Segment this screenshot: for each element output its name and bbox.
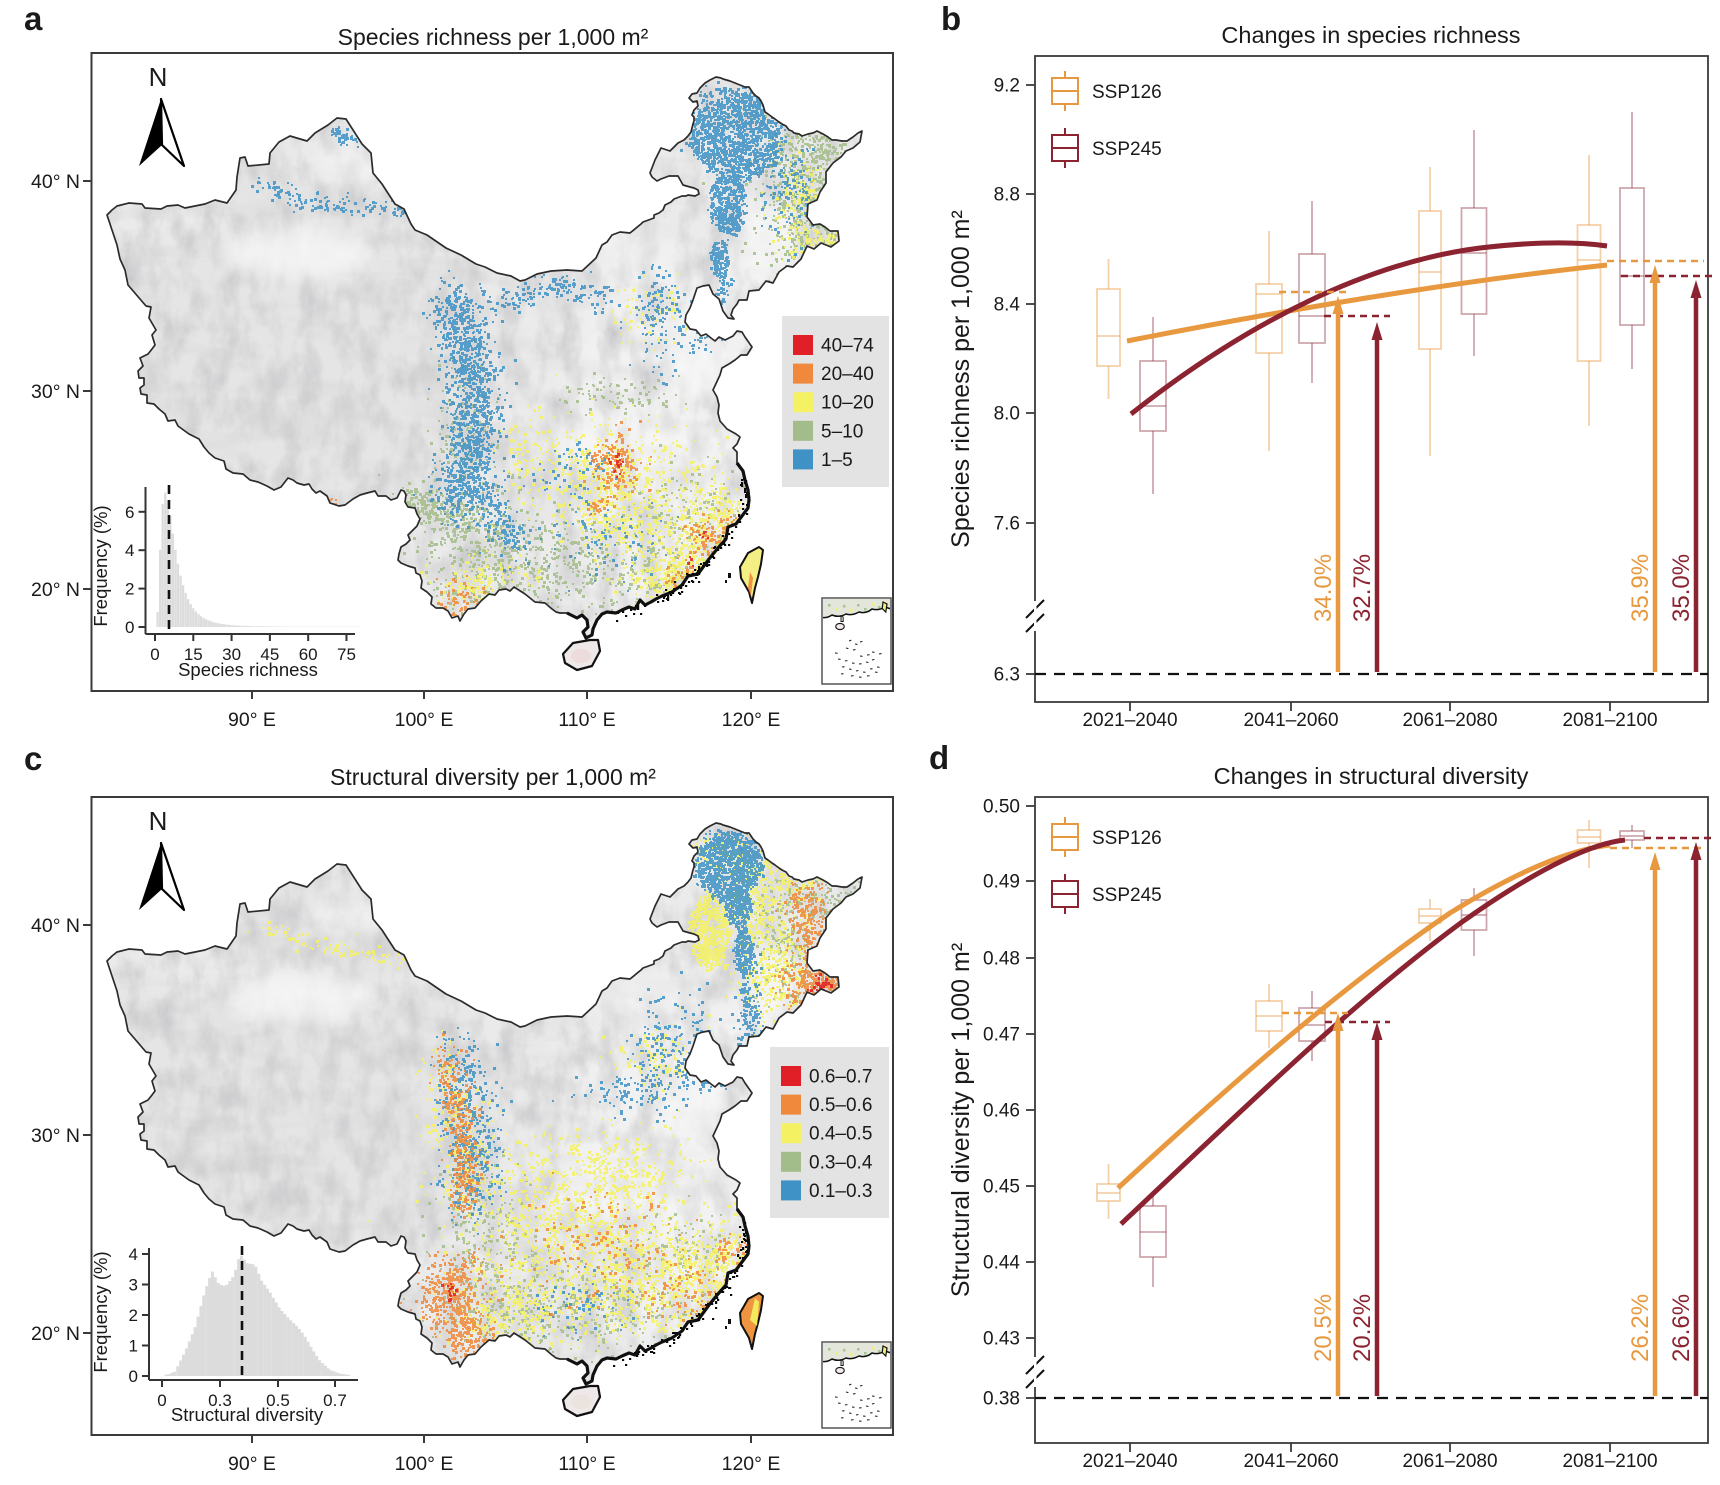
svg-text:20–40: 20–40 bbox=[821, 364, 874, 385]
svg-text:d: d bbox=[929, 739, 949, 776]
svg-text:8.8: 8.8 bbox=[994, 185, 1020, 206]
svg-text:40° N: 40° N bbox=[31, 915, 80, 937]
svg-text:0.3–0.4: 0.3–0.4 bbox=[809, 1152, 873, 1173]
svg-text:0.48: 0.48 bbox=[983, 949, 1020, 970]
svg-text:75: 75 bbox=[337, 645, 356, 664]
svg-text:0.49: 0.49 bbox=[983, 872, 1020, 893]
svg-text:8.4: 8.4 bbox=[994, 295, 1021, 316]
svg-text:32.7%: 32.7% bbox=[1349, 554, 1376, 622]
svg-text:1: 1 bbox=[129, 1337, 138, 1356]
svg-text:0.7: 0.7 bbox=[323, 1391, 347, 1410]
svg-text:100° E: 100° E bbox=[395, 1453, 454, 1475]
svg-text:0.45: 0.45 bbox=[983, 1177, 1020, 1198]
svg-text:120° E: 120° E bbox=[722, 1453, 781, 1475]
svg-text:Structural diversity: Structural diversity bbox=[171, 1404, 324, 1425]
svg-text:0.38: 0.38 bbox=[983, 1389, 1020, 1410]
svg-text:Changes in species richness: Changes in species richness bbox=[1221, 22, 1520, 48]
svg-text:4: 4 bbox=[125, 541, 134, 560]
svg-text:100° E: 100° E bbox=[395, 709, 454, 731]
svg-text:b: b bbox=[941, 0, 961, 37]
svg-text:2061–2080: 2061–2080 bbox=[1402, 710, 1497, 731]
svg-text:7.6: 7.6 bbox=[994, 514, 1020, 535]
svg-text:SSP126: SSP126 bbox=[1092, 828, 1162, 849]
svg-text:120° E: 120° E bbox=[722, 709, 781, 731]
svg-text:110° E: 110° E bbox=[558, 1453, 615, 1475]
svg-text:40–74: 40–74 bbox=[821, 336, 874, 357]
svg-text:3: 3 bbox=[129, 1276, 138, 1295]
svg-text:N: N bbox=[149, 62, 168, 92]
svg-text:Species richness per 1,000 m²: Species richness per 1,000 m² bbox=[947, 210, 975, 548]
svg-text:9.2: 9.2 bbox=[994, 76, 1020, 97]
svg-text:SSP126: SSP126 bbox=[1092, 82, 1162, 103]
svg-text:0.50: 0.50 bbox=[983, 797, 1020, 818]
svg-text:0.1–0.3: 0.1–0.3 bbox=[809, 1181, 872, 1202]
svg-text:N: N bbox=[149, 806, 168, 836]
svg-text:90° E: 90° E bbox=[228, 1453, 276, 1475]
svg-text:26.6%: 26.6% bbox=[1668, 1294, 1695, 1362]
svg-text:6: 6 bbox=[125, 503, 134, 522]
svg-text:Frequency (%): Frequency (%) bbox=[90, 505, 111, 626]
svg-text:0.4–0.5: 0.4–0.5 bbox=[809, 1124, 872, 1145]
svg-text:20° N: 20° N bbox=[31, 1323, 80, 1345]
svg-text:0.47: 0.47 bbox=[983, 1025, 1020, 1046]
svg-text:Changes in structural diversit: Changes in structural diversity bbox=[1214, 763, 1529, 789]
svg-text:0: 0 bbox=[157, 1391, 166, 1410]
svg-text:0.44: 0.44 bbox=[983, 1253, 1020, 1274]
svg-text:2021–2040: 2021–2040 bbox=[1082, 710, 1177, 731]
svg-text:1–5: 1–5 bbox=[821, 450, 853, 471]
svg-text:90° E: 90° E bbox=[228, 709, 276, 731]
svg-text:2021–2040: 2021–2040 bbox=[1082, 1451, 1177, 1472]
svg-text:0: 0 bbox=[150, 645, 159, 664]
svg-text:2: 2 bbox=[125, 580, 134, 599]
svg-text:30: 30 bbox=[222, 645, 241, 664]
svg-text:0.5–0.6: 0.5–0.6 bbox=[809, 1095, 872, 1116]
svg-text:0: 0 bbox=[125, 618, 134, 637]
svg-text:6.3: 6.3 bbox=[994, 665, 1020, 686]
svg-text:60: 60 bbox=[299, 645, 318, 664]
svg-text:40° N: 40° N bbox=[31, 171, 80, 193]
svg-text:0.3: 0.3 bbox=[208, 1391, 232, 1410]
svg-text:20.5%: 20.5% bbox=[1310, 1294, 1337, 1362]
svg-text:2081–2100: 2081–2100 bbox=[1562, 1451, 1657, 1472]
svg-text:c: c bbox=[24, 740, 42, 777]
svg-text:26.2%: 26.2% bbox=[1627, 1294, 1654, 1362]
svg-text:0.46: 0.46 bbox=[983, 1101, 1020, 1122]
svg-text:35.0%: 35.0% bbox=[1668, 554, 1695, 622]
svg-text:Species richness per 1,000 m²: Species richness per 1,000 m² bbox=[338, 24, 649, 50]
svg-text:Frequency (%): Frequency (%) bbox=[90, 1251, 111, 1372]
svg-text:10–20: 10–20 bbox=[821, 393, 874, 414]
svg-text:110° E: 110° E bbox=[558, 709, 615, 731]
svg-text:20° N: 20° N bbox=[31, 579, 80, 601]
svg-text:35.9%: 35.9% bbox=[1627, 554, 1654, 622]
svg-text:5–10: 5–10 bbox=[821, 421, 863, 442]
svg-text:2: 2 bbox=[129, 1306, 138, 1325]
svg-text:2061–2080: 2061–2080 bbox=[1402, 1451, 1497, 1472]
svg-text:SSP245: SSP245 bbox=[1092, 885, 1162, 906]
svg-text:0.6–0.7: 0.6–0.7 bbox=[809, 1067, 872, 1088]
svg-text:2081–2100: 2081–2100 bbox=[1562, 710, 1657, 731]
svg-text:30° N: 30° N bbox=[31, 1125, 80, 1147]
svg-text:Species richness: Species richness bbox=[178, 659, 318, 680]
svg-text:0: 0 bbox=[129, 1367, 138, 1386]
svg-text:20.2%: 20.2% bbox=[1349, 1294, 1376, 1362]
svg-text:a: a bbox=[24, 0, 43, 37]
svg-text:SSP245: SSP245 bbox=[1092, 139, 1162, 160]
svg-text:34.0%: 34.0% bbox=[1310, 554, 1337, 622]
svg-text:45: 45 bbox=[260, 645, 279, 664]
svg-text:8.0: 8.0 bbox=[994, 404, 1020, 425]
svg-text:2041–2060: 2041–2060 bbox=[1243, 1451, 1338, 1472]
svg-text:4: 4 bbox=[129, 1245, 138, 1264]
svg-text:0.43: 0.43 bbox=[983, 1329, 1020, 1350]
svg-text:15: 15 bbox=[184, 645, 203, 664]
svg-text:Structural diversity per 1,000: Structural diversity per 1,000 m² bbox=[330, 764, 656, 790]
svg-text:Structural diversity per 1,000: Structural diversity per 1,000 m² bbox=[947, 943, 975, 1297]
svg-text:2041–2060: 2041–2060 bbox=[1243, 710, 1338, 731]
svg-text:30° N: 30° N bbox=[31, 381, 80, 403]
svg-text:0.5: 0.5 bbox=[266, 1391, 290, 1410]
